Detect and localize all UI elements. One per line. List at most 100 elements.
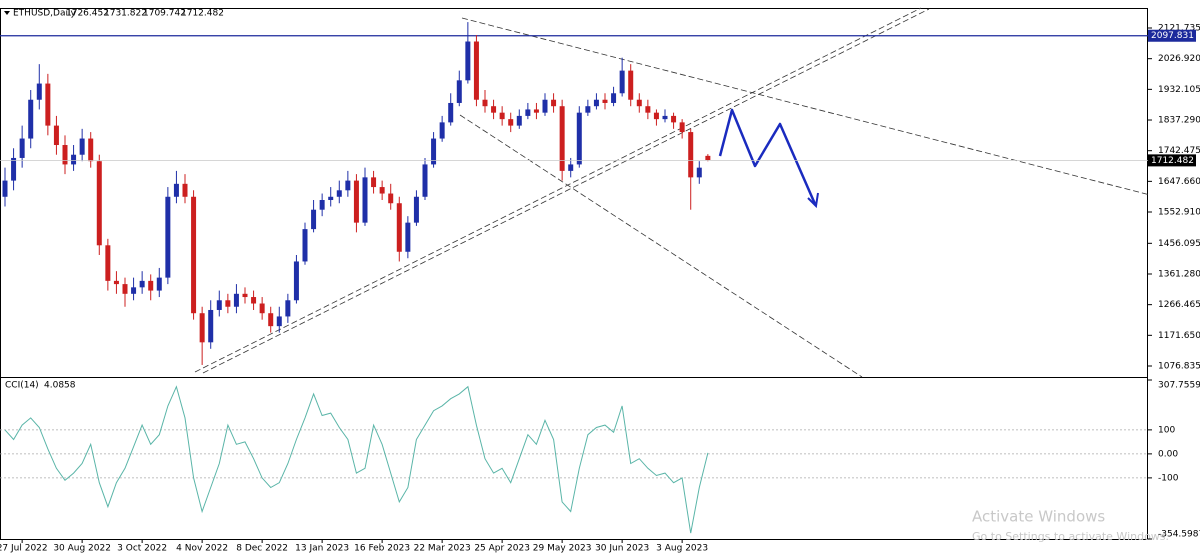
watermark-subtitle: Go to Settings to activate Windows.: [972, 530, 1169, 543]
candle-body: [516, 115, 522, 126]
y-tick-label: 100: [1158, 425, 1175, 435]
y-tick-label: 1266.465: [1158, 300, 1200, 310]
candle-body: [113, 280, 119, 285]
candle-body: [576, 112, 582, 165]
candle-body: [96, 161, 102, 246]
candle-body: [122, 284, 128, 294]
candle-body: [525, 109, 531, 116]
indicator-line: [4, 385, 709, 534]
candle-body: [611, 93, 617, 103]
x-tick-label: 25 Apr 2023: [474, 544, 530, 554]
candle-body: [653, 112, 659, 120]
ohlc-high: 1731.822: [104, 9, 147, 19]
candle-body: [568, 164, 574, 171]
candle-body: [28, 99, 34, 139]
candle-body: [456, 80, 462, 103]
x-tick-label: 3 Aug 2023: [656, 544, 708, 554]
y-tick-label: 1076.835: [1158, 361, 1200, 371]
candle-body: [396, 203, 402, 252]
candle-body: [319, 200, 325, 210]
y-tick-label: -100: [1158, 473, 1179, 483]
candle-body: [242, 293, 248, 298]
candle-body: [499, 112, 505, 120]
candle-body: [336, 190, 342, 197]
candle-body: [259, 303, 265, 314]
candle-body: [225, 300, 231, 307]
y-tick-label: 307.7559: [1158, 381, 1200, 391]
arrow-head: [807, 192, 819, 209]
frame: [0, 8, 1148, 540]
candle-body: [216, 300, 222, 310]
price-tag: 2097.831: [1151, 31, 1194, 41]
y-tick-label: 2121.735: [1158, 24, 1200, 34]
candle-body: [105, 245, 111, 281]
candle-body: [328, 196, 334, 201]
x-tick-label: 30 Jun 2023: [595, 544, 649, 554]
x-tick-label: 22 Mar 2023: [414, 544, 471, 554]
candle-body: [413, 196, 419, 223]
x-tick-label: 29 May 2023: [533, 544, 592, 554]
x-tick-label: 4 Nov 2022: [176, 544, 228, 554]
candle-body: [88, 138, 94, 162]
chart-title: ETHUSD,Daily: [13, 9, 76, 19]
candle-body: [465, 41, 471, 81]
trendline: [461, 17, 1151, 196]
candle-body: [508, 119, 514, 126]
y-tick-label: -354.5987: [1158, 530, 1200, 540]
candle-body: [636, 99, 642, 107]
candle-body: [593, 99, 599, 107]
indicator-value: 4.0858: [44, 381, 76, 391]
y-tick-label: 1456.095: [1158, 239, 1200, 249]
ohlc-low: 1709.742: [143, 9, 186, 19]
ohlc-close: 1712.482: [181, 9, 224, 19]
candle-body: [431, 138, 437, 165]
candle-body: [585, 106, 591, 113]
candle-body: [156, 277, 162, 291]
channel-line: [194, 7, 922, 373]
current-price-tag: 1712.482: [1151, 156, 1194, 166]
y-tick-label: 1647.660: [1158, 177, 1200, 187]
candle-body: [139, 280, 145, 288]
y-tick-label: 1837.290: [1158, 116, 1200, 126]
candle-body: [251, 297, 257, 304]
candle-body: [482, 99, 488, 107]
candle-body: [379, 187, 385, 194]
candle-body: [191, 196, 197, 314]
candle-body: [199, 313, 205, 343]
price-tag-bg: [1148, 29, 1196, 42]
candle-body: [173, 183, 179, 197]
candle-body: [285, 300, 291, 317]
candle-body: [671, 115, 677, 123]
drawings: [194, 7, 1151, 378]
current-price-bg: [1148, 154, 1196, 167]
ohlc-open: 1726.452: [66, 9, 109, 19]
candle-body: [11, 157, 17, 181]
candle-body: [311, 209, 317, 230]
candle-body: [551, 99, 557, 107]
y-tick-label: 1742.475: [1158, 146, 1200, 156]
x-tick-label: 13 Jan 2023: [295, 544, 349, 554]
indicator-title: CCI(14): [5, 381, 39, 391]
candle-body: [302, 229, 308, 262]
candle-body: [362, 177, 368, 223]
candle-body: [473, 41, 479, 100]
candle-body: [2, 180, 8, 197]
candle-body: [688, 132, 694, 178]
candle-body: [148, 280, 154, 291]
x-tick-label: 16 Feb 2023: [354, 544, 410, 554]
candle-body: [345, 180, 351, 191]
candle-body: [276, 316, 282, 327]
candle-body: [233, 293, 239, 307]
candle-body: [448, 102, 454, 123]
candle-body: [182, 183, 188, 197]
candle-body: [602, 99, 608, 103]
candle-body: [439, 122, 445, 139]
candle-body: [71, 154, 77, 165]
candle-body: [131, 287, 137, 294]
x-tick-label: 8 Dec 2022: [236, 544, 288, 554]
y-tick-label: 1171.650: [1158, 331, 1200, 341]
candle-body: [559, 106, 565, 171]
candle-body: [19, 138, 25, 158]
y-tick-label: 2026.920: [1158, 54, 1200, 64]
